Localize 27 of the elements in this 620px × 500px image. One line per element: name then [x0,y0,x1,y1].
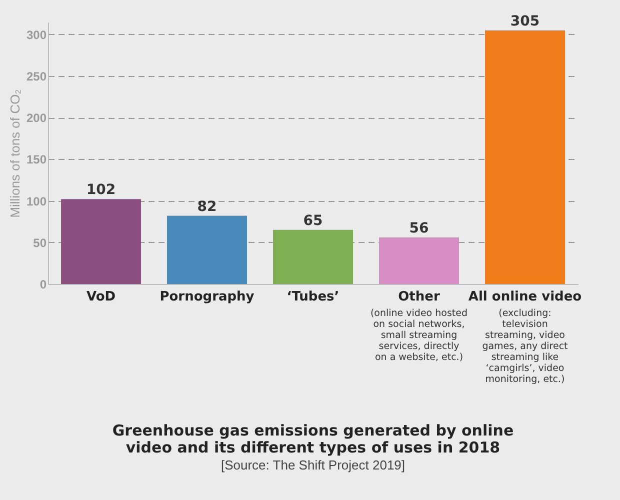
text: Greenhouse gas emissions generated by online video and its different types of uses in 2018 [112,422,514,456]
text: (online video hosted on social networks, small streaming services, directly on a website, etc.) [370,308,468,363]
data-label: 65 [303,212,323,229]
data-label: 102 [86,182,116,198]
x-tick-label: All online video [468,290,582,304]
data-label: 82 [197,198,217,215]
bar [167,216,247,284]
y-tick-label: 250 [26,70,47,84]
y-tick-label: 100 [26,194,47,208]
x-tick-label: VoD [86,290,116,304]
bar [61,199,141,284]
y-tick-label: 150 [26,152,47,167]
text: [Source: The Shift Project 2019] [220,458,406,472]
x-tick-label: Pornography [160,290,255,304]
bar [485,30,565,284]
x-tick-label: ‘Tubes’ [286,290,340,304]
x-tick-label: Other [398,290,440,304]
y-tick-label: 50 [33,236,47,250]
bar [379,237,459,284]
y-tick-label: 300 [26,28,47,42]
text: (excluding: television streaming, video games, any direct streaming like ‘camgirls’, video monitoring, etc.) [482,308,568,385]
y-tick-label: 0 [40,278,47,292]
data-label: 56 [409,220,429,236]
y-tick-label: 200 [26,111,47,126]
data-label: 305 [510,13,540,30]
y-axis-title: Millions of tons of CO₂ [7,89,22,218]
bar [273,230,353,284]
